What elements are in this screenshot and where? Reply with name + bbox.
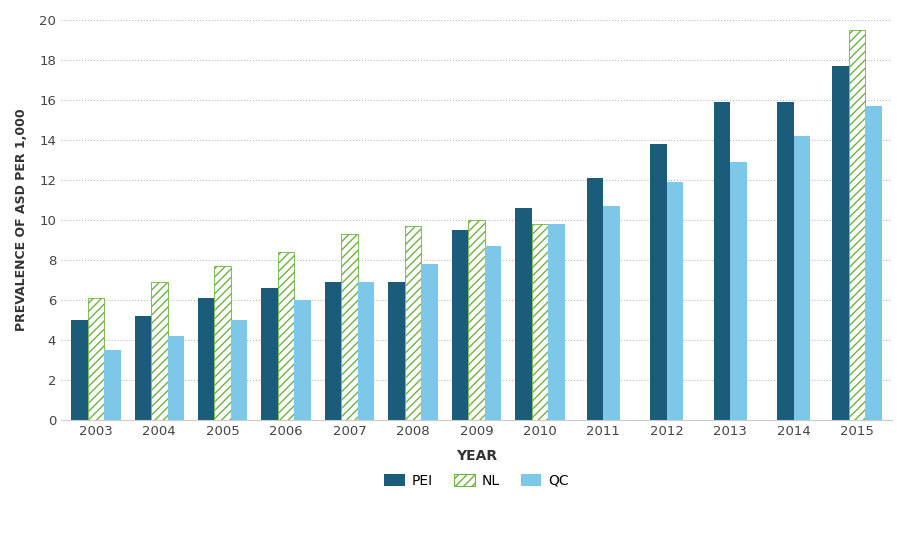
Bar [667,182,683,420]
Bar [650,144,667,420]
Bar [88,298,104,420]
Bar [603,206,619,420]
Bar [71,320,88,420]
X-axis label: YEAR: YEAR [456,449,497,463]
Bar [214,266,231,420]
Bar [849,30,865,420]
Bar [388,282,405,420]
Bar [484,246,502,420]
Bar [833,66,849,420]
Bar [325,282,341,420]
Bar [794,136,810,420]
Bar [358,282,375,420]
Bar [452,230,468,420]
Bar [515,208,532,420]
Bar [587,178,603,420]
Bar [134,316,151,420]
Bar [261,288,278,420]
Y-axis label: PREVALENCE OF ASD PER 1,000: PREVALENCE OF ASD PER 1,000 [15,109,28,331]
Bar [341,234,358,420]
Bar [231,320,248,420]
Bar [278,252,295,420]
Bar [532,224,548,420]
Bar [421,264,438,420]
Bar [151,282,168,420]
Bar [405,226,421,420]
Bar [104,350,121,420]
Bar [548,224,565,420]
Bar [468,220,484,420]
Bar [295,300,311,420]
Bar [777,102,794,420]
Bar [168,336,184,420]
Legend: PEI, NL, QC: PEI, NL, QC [378,468,574,493]
Bar [730,162,746,420]
Bar [198,298,214,420]
Bar [865,106,882,420]
Bar [714,102,730,420]
